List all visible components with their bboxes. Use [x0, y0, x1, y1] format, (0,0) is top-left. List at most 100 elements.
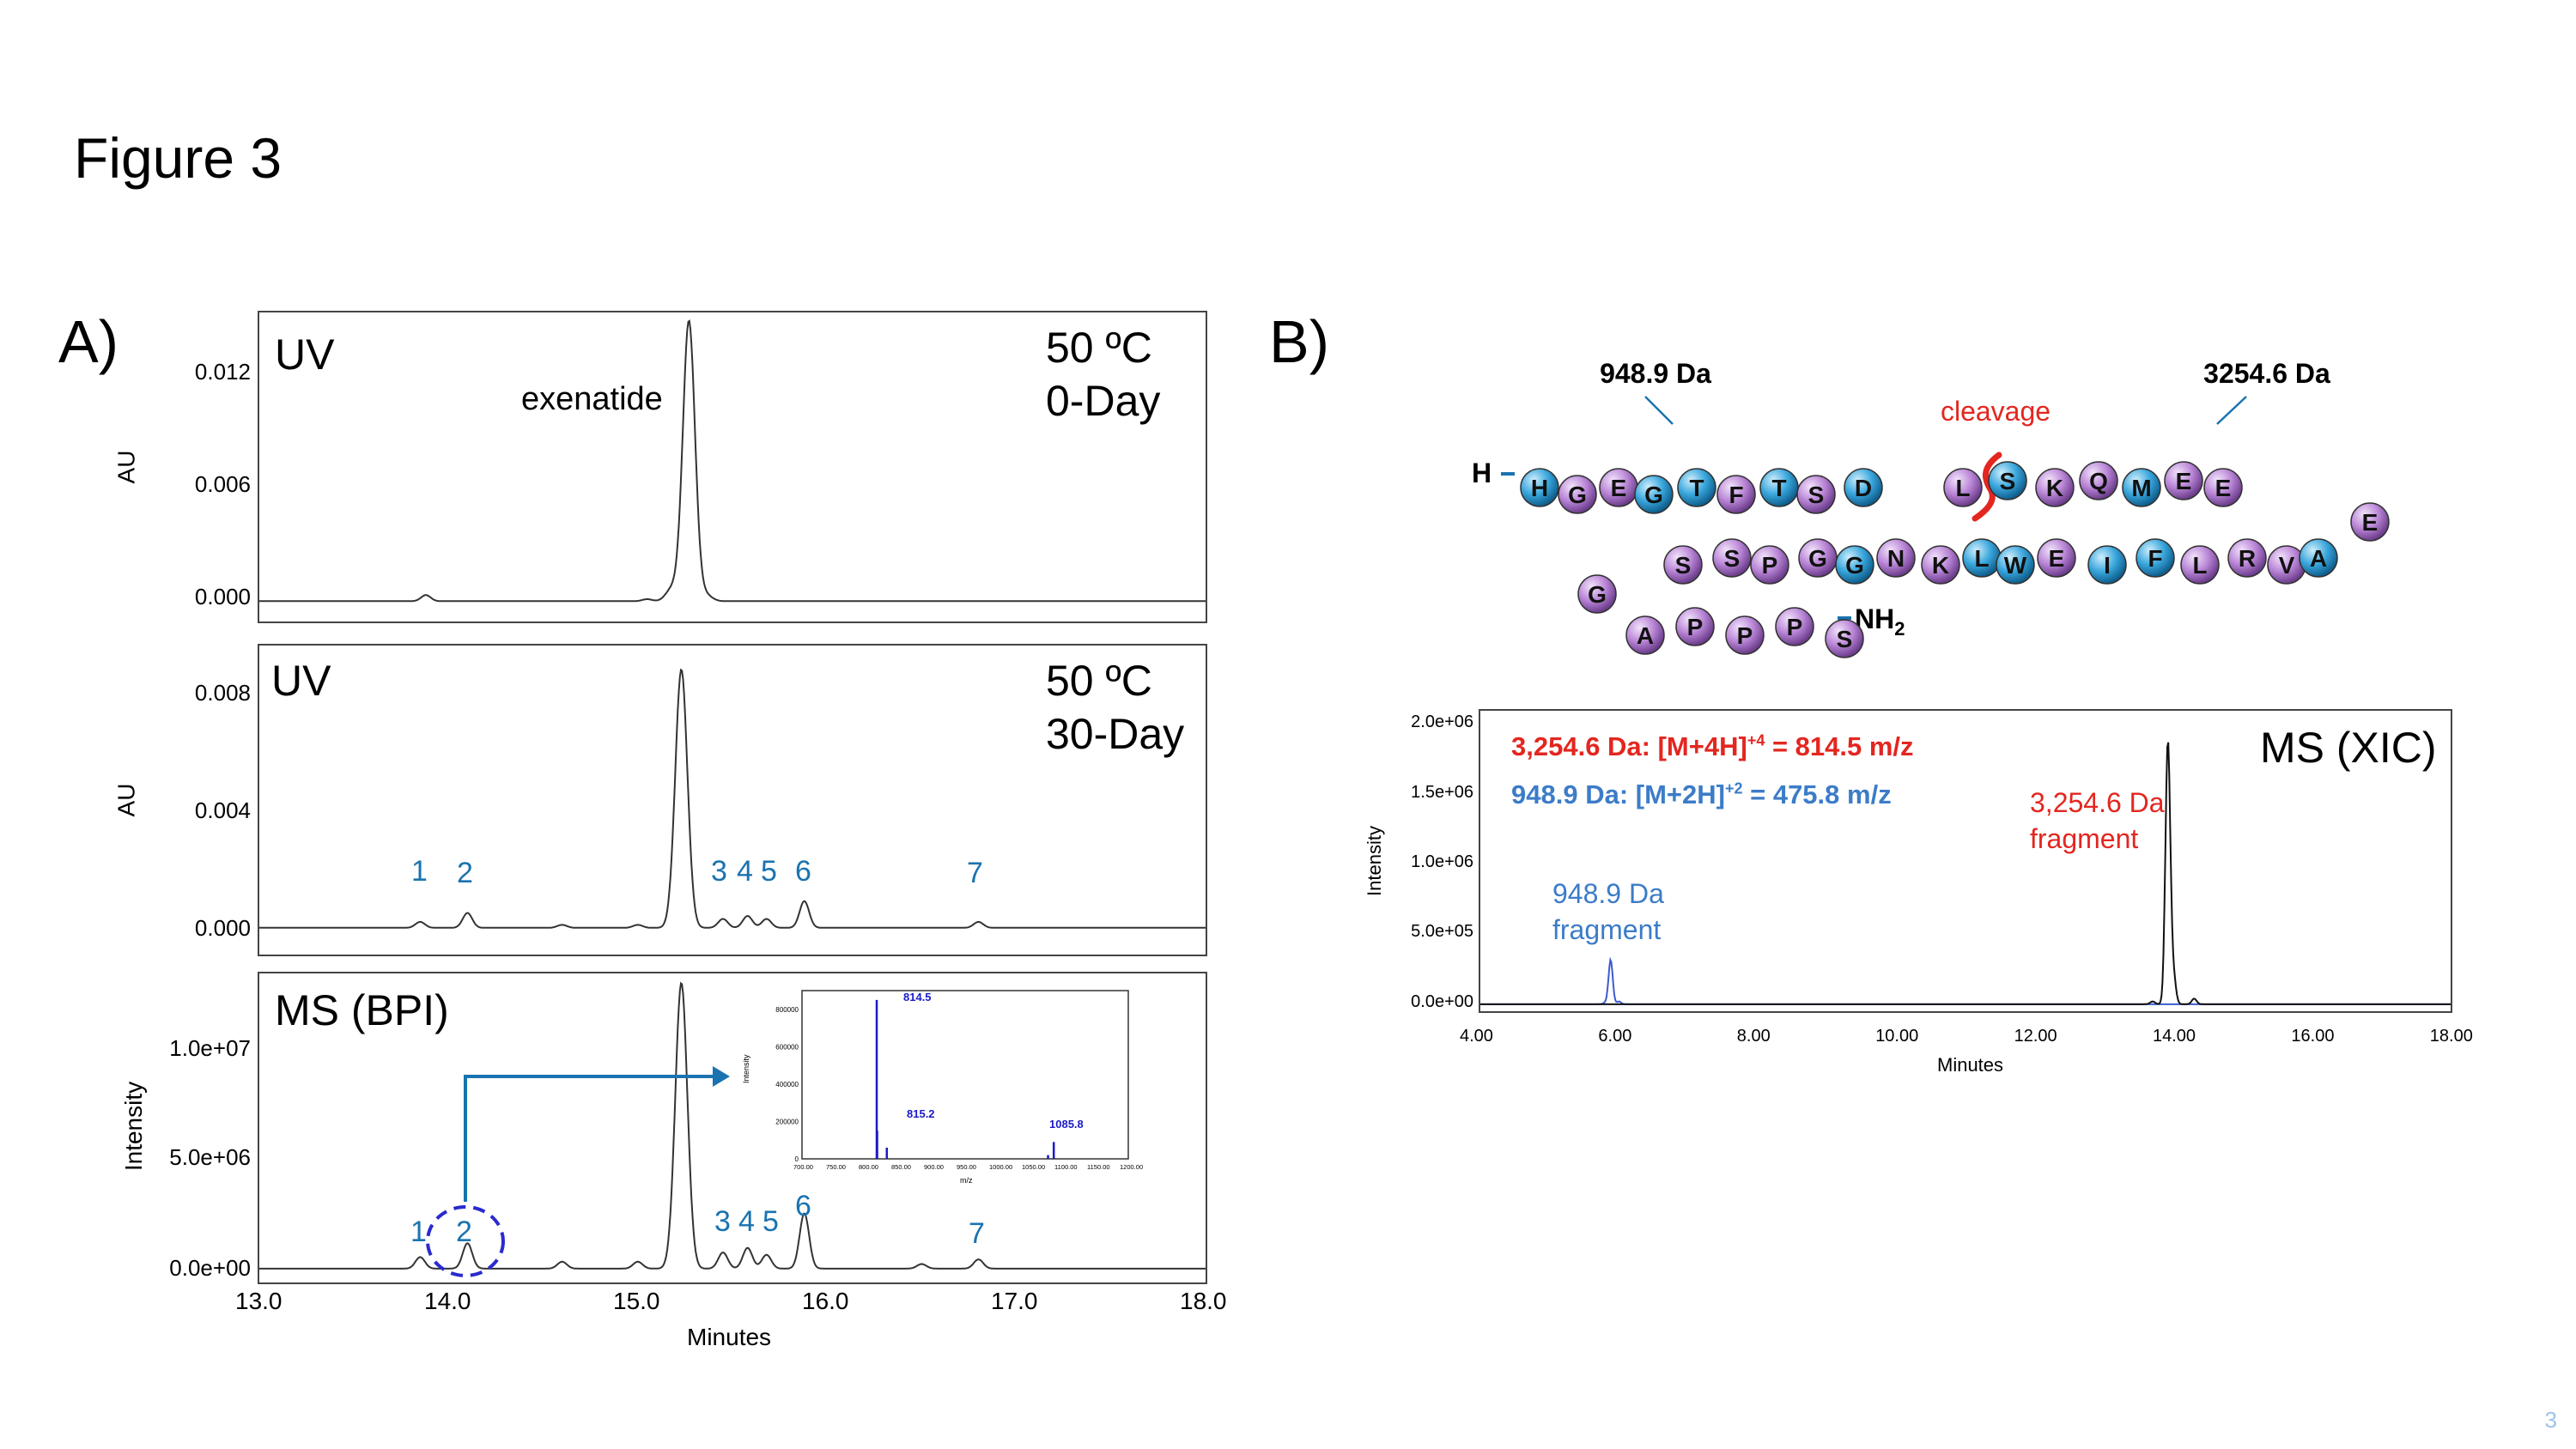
amino-acid-bead: P	[1775, 607, 1814, 646]
uv-day0-ytick: 0.006	[194, 471, 251, 497]
xic-ytick: 5.0e+05	[1411, 922, 1473, 942]
svg-text:N: N	[1887, 545, 1905, 572]
panel-a-xtick: 16.0	[802, 1288, 849, 1314]
svg-text:M: M	[2131, 475, 2151, 501]
inset-xlabel: m/z	[960, 1176, 973, 1185]
inset-svg: Intensity 800000 600000 400000 200000 0 700.…	[742, 990, 1143, 1185]
panel-a-xtick: 13.0	[235, 1288, 283, 1314]
xic-trace-948	[1480, 956, 2451, 1005]
uv-day30-peak-label: 6	[795, 855, 811, 888]
svg-text:E: E	[2176, 468, 2192, 494]
svg-text:T: T	[1771, 475, 1786, 501]
uv-day30-svg	[259, 668, 1206, 929]
panel-a-xtick: 17.0	[991, 1288, 1038, 1314]
amino-acid-bead: G	[1577, 574, 1617, 614]
uv-day30-peak-label: 3	[711, 855, 727, 888]
inset-xtick: 1000.00	[989, 1163, 1012, 1171]
svg-text:F: F	[2148, 545, 2162, 572]
amino-acid-bead: L	[1962, 538, 2002, 578]
inset-peak-label: 814.5	[903, 991, 932, 1003]
amino-acid-bead: K	[2035, 468, 2075, 507]
amino-acid-bead: S	[1825, 619, 1864, 658]
inset-ytick: 200000	[775, 1118, 799, 1125]
amino-acid-bead: W	[1996, 545, 2035, 585]
ms-bpi-peak-label: 3	[714, 1205, 731, 1238]
uv-day0-svg	[259, 319, 1206, 603]
xic-xtick: 6.00	[1598, 1027, 1632, 1046]
inset-peak-label: 1085.8	[1049, 1118, 1084, 1131]
amino-acid-bead: T	[1759, 468, 1799, 507]
inset-ytick: 600000	[775, 1043, 799, 1051]
inset-arrow-line	[464, 1075, 713, 1202]
svg-text:S: S	[1675, 552, 1692, 579]
xic-title: MS (XIC)	[2260, 724, 2437, 772]
xic-ylabel: Intensity	[1363, 826, 1385, 896]
page-number: 3	[2544, 1407, 2557, 1433]
uv-day0-detector: UV	[275, 330, 335, 379]
panel-b-label: B)	[1269, 308, 1329, 375]
xic-trace-3254	[1480, 742, 2451, 1005]
panel-a-xtick: 15.0	[613, 1288, 660, 1314]
xic-plot: 3,254.6 Da: [M+4H]+4 = 814.5 m/z 948.9 D…	[1479, 709, 2452, 1013]
svg-text:P: P	[1687, 614, 1704, 640]
svg-text:A: A	[2310, 545, 2327, 572]
xic-red-annotation: 3,254.6 Da fragment	[2030, 787, 2165, 854]
amino-acid-bead: E	[2037, 538, 2076, 578]
amino-acid-bead: K	[1921, 545, 1960, 585]
amino-acid-bead: S	[1663, 545, 1703, 585]
uv-day30-peak-label: 2	[457, 857, 473, 889]
xic-xtick: 12.00	[2014, 1027, 2057, 1046]
svg-text:G: G	[1568, 482, 1587, 508]
amino-acid-bead: E	[2203, 468, 2243, 507]
ms-bpi-peak-label: 4	[738, 1205, 755, 1238]
svg-text:E: E	[2362, 509, 2379, 536]
ms-bpi-peak-label: 5	[762, 1205, 779, 1238]
fragment-mass-pointer	[1644, 396, 1674, 425]
uv-day30-detector: UV	[271, 657, 331, 705]
xic-svg	[1480, 742, 2451, 1005]
svg-text:W: W	[2004, 552, 2027, 579]
xic-xtick: 16.00	[2291, 1027, 2335, 1046]
inset-ylabel: Intensity	[742, 1054, 750, 1083]
svg-text:V: V	[2279, 552, 2295, 579]
inset-ytick: 800000	[775, 1006, 799, 1014]
uv-day0-temp: 50 ºC	[1046, 324, 1152, 372]
ms-bpi-detector: MS (BPI)	[275, 986, 449, 1034]
ms-bpi-ytick: 1.0e+07	[169, 1035, 251, 1061]
xic-xtick: 4.00	[1460, 1027, 1493, 1046]
svg-text:L: L	[1974, 545, 1989, 572]
ms-bpi-peak-label: 2	[456, 1216, 472, 1248]
inset-ytick: 400000	[775, 1081, 799, 1088]
amino-acid-bead: P	[1675, 607, 1715, 646]
svg-text:P: P	[1787, 614, 1803, 640]
xic-legend-red: 3,254.6 Da: [M+4H]+4 = 814.5 m/z	[1511, 731, 1914, 761]
fragment-mass-label: 3254.6 Da	[2203, 358, 2330, 389]
uv-day30-ylabel: AU	[112, 783, 140, 817]
amino-acid-bead: F	[2136, 538, 2175, 578]
ms-bpi-peak-label: 6	[795, 1190, 811, 1222]
svg-text:H: H	[1531, 475, 1548, 501]
fragment-mass-pointer	[2216, 396, 2247, 425]
inset-peak-label: 815.2	[907, 1107, 935, 1120]
xic-ytick: 1.0e+06	[1411, 852, 1473, 872]
svg-text:E: E	[2049, 545, 2065, 572]
amino-acid-bead: F	[1716, 475, 1756, 514]
inset-xtick: 1150.00	[1087, 1163, 1110, 1171]
xic-xlabel: Minutes	[1937, 1054, 2004, 1076]
inset-xtick: 800.00	[859, 1163, 878, 1171]
amino-acid-bead: E	[1599, 468, 1638, 507]
ms-bpi-plot: MS (BPI) 1 2 3 4 5 6 7 Intensity 800000 6…	[258, 972, 1207, 1284]
uv-day30-peak-label: 5	[761, 855, 777, 888]
amino-acid-bead: Q	[2079, 461, 2118, 500]
uv-day30-plot: UV 50 ºC 30-Day 1 2 3 4 5 6 7	[258, 644, 1207, 956]
amino-acid-bead: V	[2267, 545, 2306, 585]
uv-day0-days: 0-Day	[1046, 377, 1161, 425]
svg-text:T: T	[1689, 475, 1704, 501]
svg-text:S: S	[1808, 482, 1825, 508]
amino-acid-bead: R	[2227, 538, 2267, 578]
amino-acid-bead: M	[2122, 468, 2161, 507]
uv-day0-ylabel: AU	[112, 450, 140, 484]
amino-acid-bead: P	[1750, 545, 1789, 585]
svg-text:G: G	[1644, 482, 1663, 508]
amino-acid-bead: S	[1712, 538, 1752, 578]
